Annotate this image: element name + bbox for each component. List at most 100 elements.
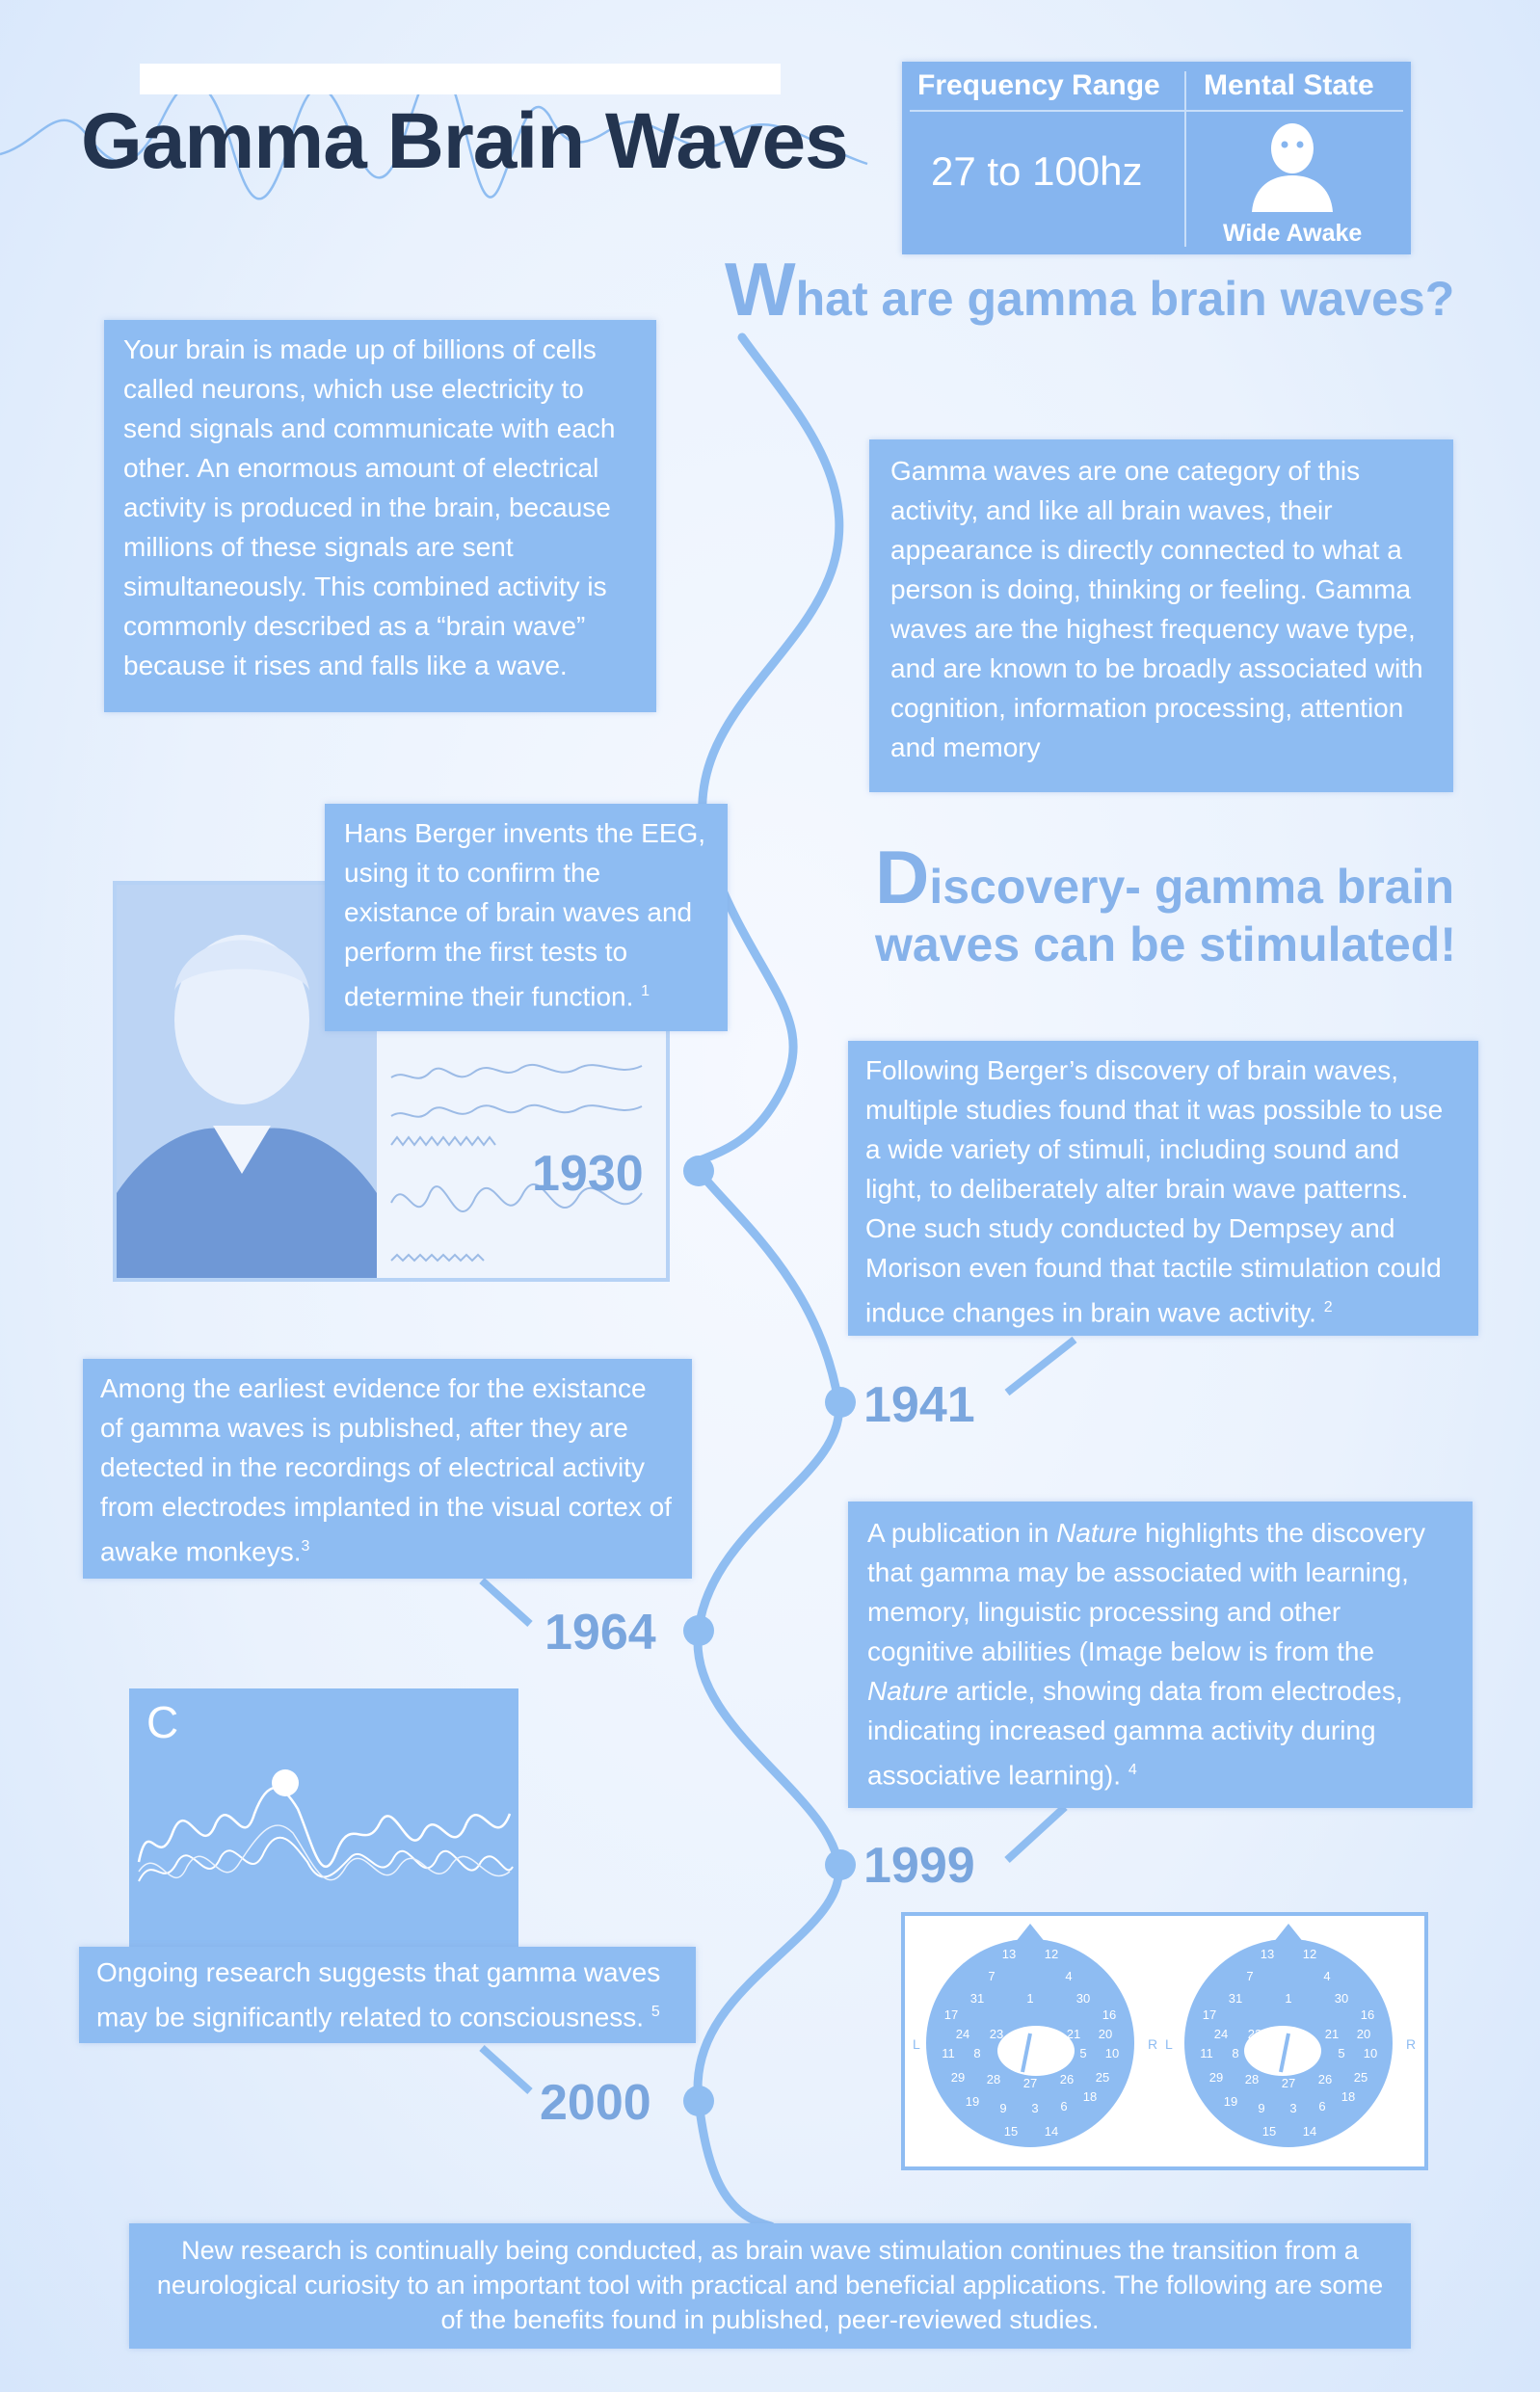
timeline-1999-italic-b: Nature: [867, 1676, 949, 1706]
discovery-heading-line2: waves can be stimulated!: [875, 917, 1457, 971]
electrode-label: 21: [1067, 2027, 1080, 2041]
electrode-label: 4: [1065, 1969, 1072, 1983]
electrode-label: 20: [1357, 2027, 1370, 2041]
electrode-label: 1: [1285, 1991, 1291, 2006]
discovery-heading-line1: iscovery- gamma brain: [929, 860, 1455, 914]
timeline-1930-text: Hans Berger invents the EEG, using it to…: [344, 818, 706, 1012]
timeline-1999-panel: A publication in Nature highlights the d…: [848, 1502, 1473, 1808]
hans-berger-photo: [113, 881, 670, 1282]
map-left-label-l: L: [913, 2036, 920, 2052]
electrode-label: 7: [988, 1969, 995, 1983]
electrode-label: 8: [973, 2046, 980, 2060]
electrode-label: 18: [1083, 2089, 1097, 2104]
electrode-label: 29: [951, 2070, 965, 2085]
electrode-label: 14: [1045, 2124, 1058, 2139]
electrode-label: 18: [1341, 2089, 1355, 2104]
mental-state-label: Mental State: [1204, 69, 1374, 101]
electrode-map-image: 13 12 7 4 31 1 30 17 16 24 23 22 21 20 11 8 2 5 10 29 28 27 26…: [901, 1912, 1428, 2170]
electrode-label: 29: [1209, 2070, 1223, 2085]
map-left-label-r: R: [1148, 2036, 1157, 2052]
electrode-label: 26: [1318, 2072, 1332, 2086]
header-wave-decoration: [0, 64, 868, 200]
electrode-label: 20: [1099, 2027, 1112, 2041]
timeline-dot-2000: [683, 2086, 714, 2116]
electrode-label: 2: [1289, 2046, 1296, 2060]
electrode-label: 6: [1060, 2099, 1067, 2113]
electrode-label: 13: [1002, 1947, 1016, 1961]
portrait-illustration: [117, 885, 666, 1278]
timeline-1964-text: Among the earliest evidence for the exis…: [100, 1373, 672, 1567]
electrode-label: 11: [1200, 2046, 1213, 2060]
electrode-label: 17: [1203, 2007, 1216, 2022]
electrode-label: 3: [1031, 2101, 1038, 2115]
electrode-label: 3: [1289, 2101, 1296, 2115]
info-box: Frequency Range Mental State 27 to 100hz…: [902, 62, 1411, 254]
electrode-label: 10: [1105, 2046, 1119, 2060]
electrode-label: 26: [1060, 2072, 1074, 2086]
electrode-label: 30: [1076, 1991, 1090, 2006]
electrode-label: 12: [1045, 1947, 1058, 1961]
electrode-label: 14: [1303, 2124, 1316, 2139]
info-divider-horizontal: [910, 110, 1403, 112]
year-1999: 1999: [863, 1838, 975, 1894]
intro-left-panel: Your brain is made up of billions of cel…: [104, 320, 656, 712]
person-icon: [1252, 123, 1333, 212]
electrode-label: 22: [1033, 2027, 1047, 2041]
electrode-label: 30: [1335, 1991, 1348, 2006]
timeline-1941-text: Following Berger’s discovery of brain wa…: [865, 1055, 1444, 1328]
year-1941: 1941: [863, 1377, 975, 1433]
timeline-2000-panel: Ongoing research suggests that gamma wav…: [79, 1947, 696, 2043]
electrode-label: 22: [1291, 2027, 1305, 2041]
electrode-label: 15: [1004, 2124, 1018, 2139]
electrode-label: 8: [1232, 2046, 1238, 2060]
electrode-label: 5: [1338, 2046, 1344, 2060]
electrode-label: 9: [999, 2101, 1006, 2115]
intro-left-text: Your brain is made up of billions of cel…: [123, 334, 616, 680]
what-heading-initial: W: [725, 247, 796, 332]
discovery-heading-initial: D: [875, 835, 930, 919]
electrode-label: 24: [956, 2027, 969, 2041]
mental-state-value: Wide Awake: [1223, 220, 1363, 247]
timeline-dot-1964: [683, 1615, 714, 1646]
year-2000: 2000: [540, 2075, 651, 2131]
what-heading: What are gamma brain waves?: [725, 252, 1454, 328]
electrode-label: 7: [1246, 1969, 1253, 1983]
connector-1941: [1004, 1336, 1077, 1396]
electrode-label: 28: [987, 2072, 1000, 2086]
timeline-2000-ref: 5: [651, 2004, 660, 2020]
timeline-1930-panel: Hans Berger invents the EEG, using it to…: [325, 804, 728, 1031]
intro-right-panel: Gamma waves are one category of this act…: [869, 439, 1453, 792]
map-right-label-l: L: [1165, 2036, 1173, 2052]
timeline-1964-panel: Among the earliest evidence for the exis…: [83, 1359, 692, 1579]
timeline-dot-1930: [683, 1156, 714, 1186]
electrode-label: 23: [990, 2027, 1003, 2041]
footer-text: New research is continually being conduc…: [156, 2236, 1384, 2334]
page-title: Gamma Brain Waves: [81, 97, 849, 185]
electrode-label: 16: [1361, 2007, 1374, 2022]
electrode-label: 9: [1258, 2101, 1264, 2115]
electrode-label: 27: [1023, 2076, 1037, 2090]
electrode-label: 24: [1214, 2027, 1228, 2041]
electrode-label: 31: [1229, 1991, 1242, 2006]
timeline-2000-text: Ongoing research suggests that gamma wav…: [96, 1957, 661, 2033]
electrode-label: 16: [1102, 2007, 1116, 2022]
connector-1964: [479, 1578, 533, 1627]
chart-panel-letter: C: [146, 1697, 179, 1747]
electrode-label: 15: [1262, 2124, 1276, 2139]
electrode-label: 10: [1364, 2046, 1377, 2060]
electrode-label: 27: [1282, 2076, 1295, 2090]
electrode-label: 31: [970, 1991, 984, 2006]
timeline-1999-italic-a: Nature: [1056, 1518, 1138, 1548]
connector-2000: [479, 2045, 533, 2094]
electrode-label: 19: [966, 2094, 979, 2109]
connector-1999: [1004, 1804, 1068, 1863]
timeline-1930-ref: 1: [641, 983, 651, 999]
electrode-label: 21: [1325, 2027, 1339, 2041]
timeline-dot-1941: [825, 1387, 856, 1418]
electrode-label: 25: [1354, 2070, 1367, 2085]
